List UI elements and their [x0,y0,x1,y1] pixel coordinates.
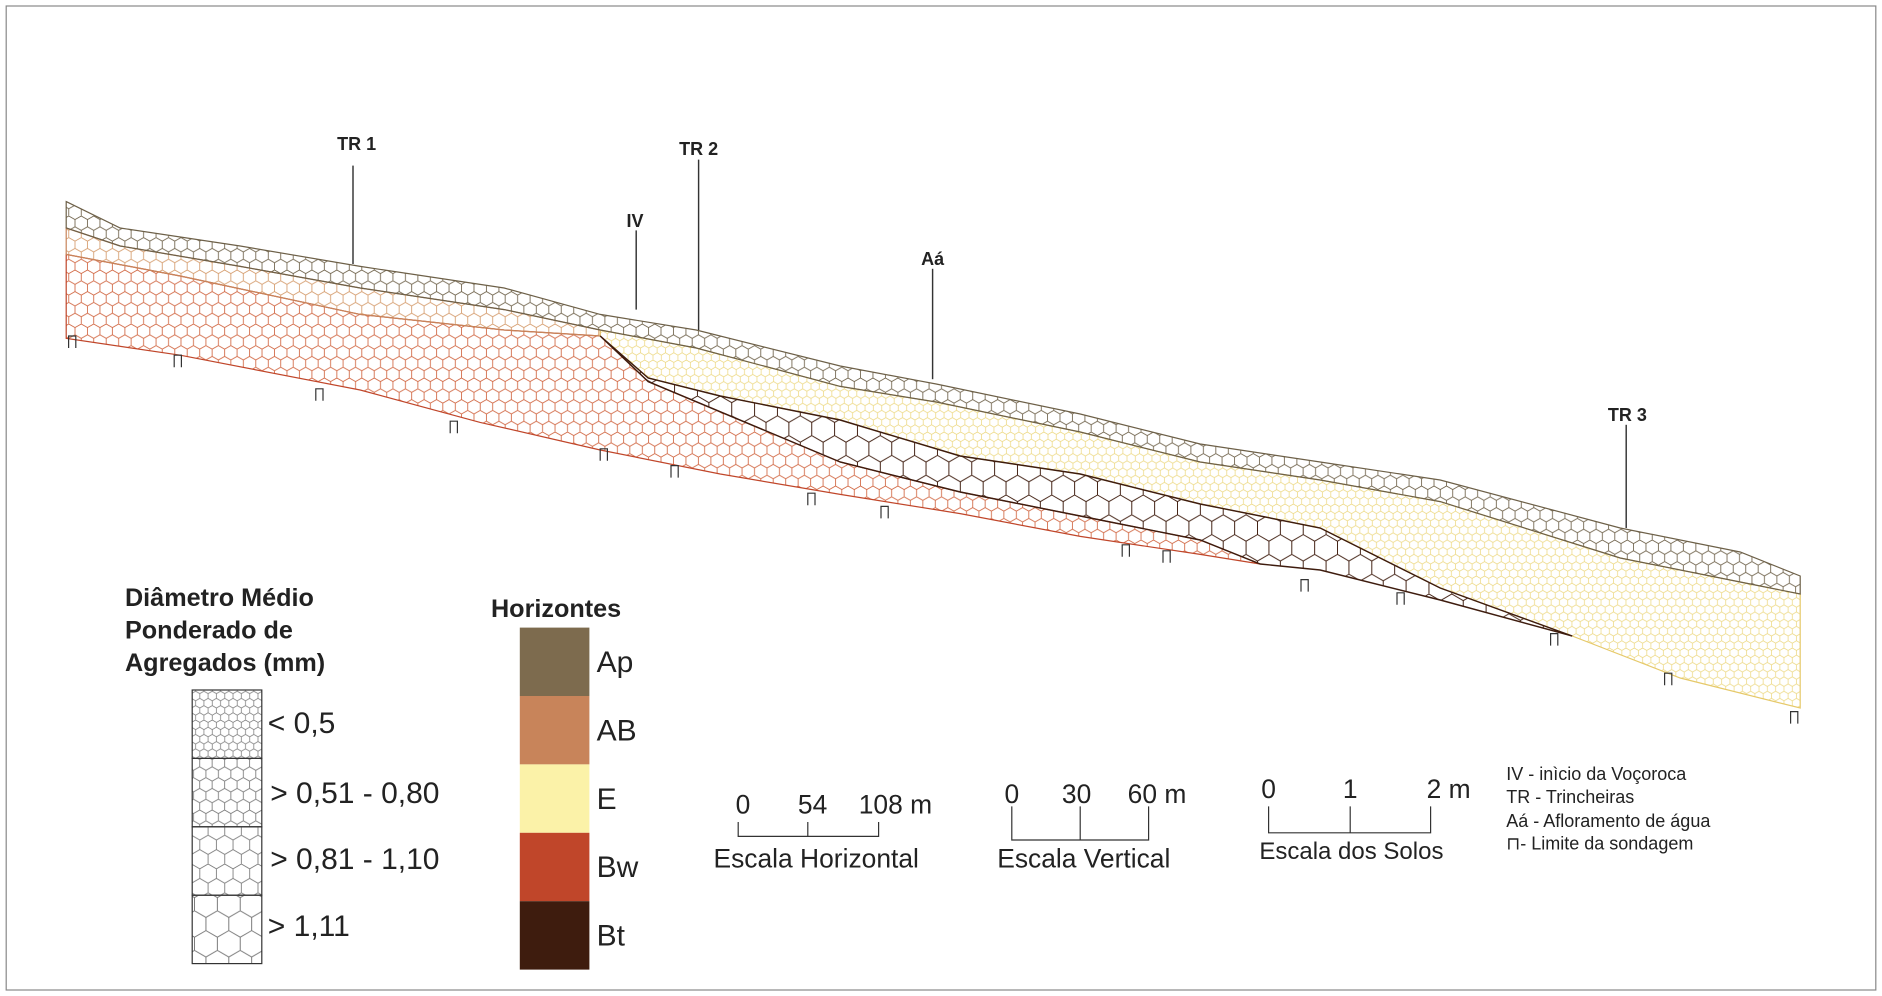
marker-label: TR 2 [679,139,718,159]
aggregate-legend: Diâmetro Médio Ponderado de Agregados (m… [125,584,439,964]
scale-tick-label: 0 [1004,779,1019,809]
horizons-legend: Horizontes Ap AB E Bw Bt [491,595,639,970]
horizon-swatch [520,628,590,696]
marker-label: TR 1 [337,134,376,154]
horizon-swatch [520,696,590,764]
scale-bars [738,806,1430,840]
scale-tick-label: 2 m [1427,774,1471,804]
horizon-label: Ap [597,646,634,679]
marker-label: IV [626,211,643,231]
scale-bar [1012,806,1149,840]
horizon-label: Bw [597,851,639,884]
marker-label: Aá [921,249,945,269]
legend-title: Horizontes [491,595,621,623]
legend-title: Diâmetro Médio [125,584,314,612]
note: TR - Trincheiras [1506,787,1634,807]
horizon-swatch [520,901,590,969]
legend-label: > 0,81 - 1,10 [270,843,439,876]
horizon-label: AB [597,714,637,747]
notes: IV - inìcio da Voçoroca TR - Trincheiras… [1506,764,1711,854]
scale-tick-label: 1 [1343,774,1358,804]
scale-tick-label: 0 [736,790,751,820]
scale-bar [1269,806,1431,832]
scale-tick-label: 54 [798,790,827,820]
note: IV - inìcio da Voçoroca [1506,764,1687,784]
soil-profile-figure: TR 1 TR 2 IV Aá TR 3 Diâmetro Médio Pond… [0,0,1882,996]
scale-caption: Escala Vertical [997,844,1170,874]
scale-caption: Escala dos Solos [1259,838,1443,865]
legend-title: Agregados (mm) [125,649,325,677]
legend-label: > 1,11 [268,910,350,943]
horizon-label: E [597,783,617,816]
horizon-label: Bt [597,920,626,953]
marker-label: TR 3 [1608,405,1647,425]
scale-tick-label: 0 [1261,774,1276,804]
layer-bw [66,254,1260,564]
horizon-swatch [520,833,590,901]
scale-bar [738,822,878,836]
scale-tick-label: 60 m [1128,779,1187,809]
scale-tick-label: 30 [1062,779,1091,809]
legend-title: Ponderado de [125,616,293,644]
note: ⊓- Limite da sondagem [1506,834,1693,854]
horizon-swatch [520,764,590,832]
scale-labels: 0 54 108 m Escala Horizontal 0 30 60 m E… [714,774,1471,874]
legend-swatch [192,895,262,963]
legend-swatch [192,827,262,895]
legend-label: > 0,51 - 0,80 [270,777,439,810]
scale-caption: Escala Horizontal [714,844,919,874]
scale-tick-label: 108 m [859,790,932,820]
legend-swatch [192,758,262,826]
legend-label: < 0,5 [268,707,336,740]
note: Aá - Afloramento de água [1506,811,1711,831]
legend-swatch [192,690,262,758]
